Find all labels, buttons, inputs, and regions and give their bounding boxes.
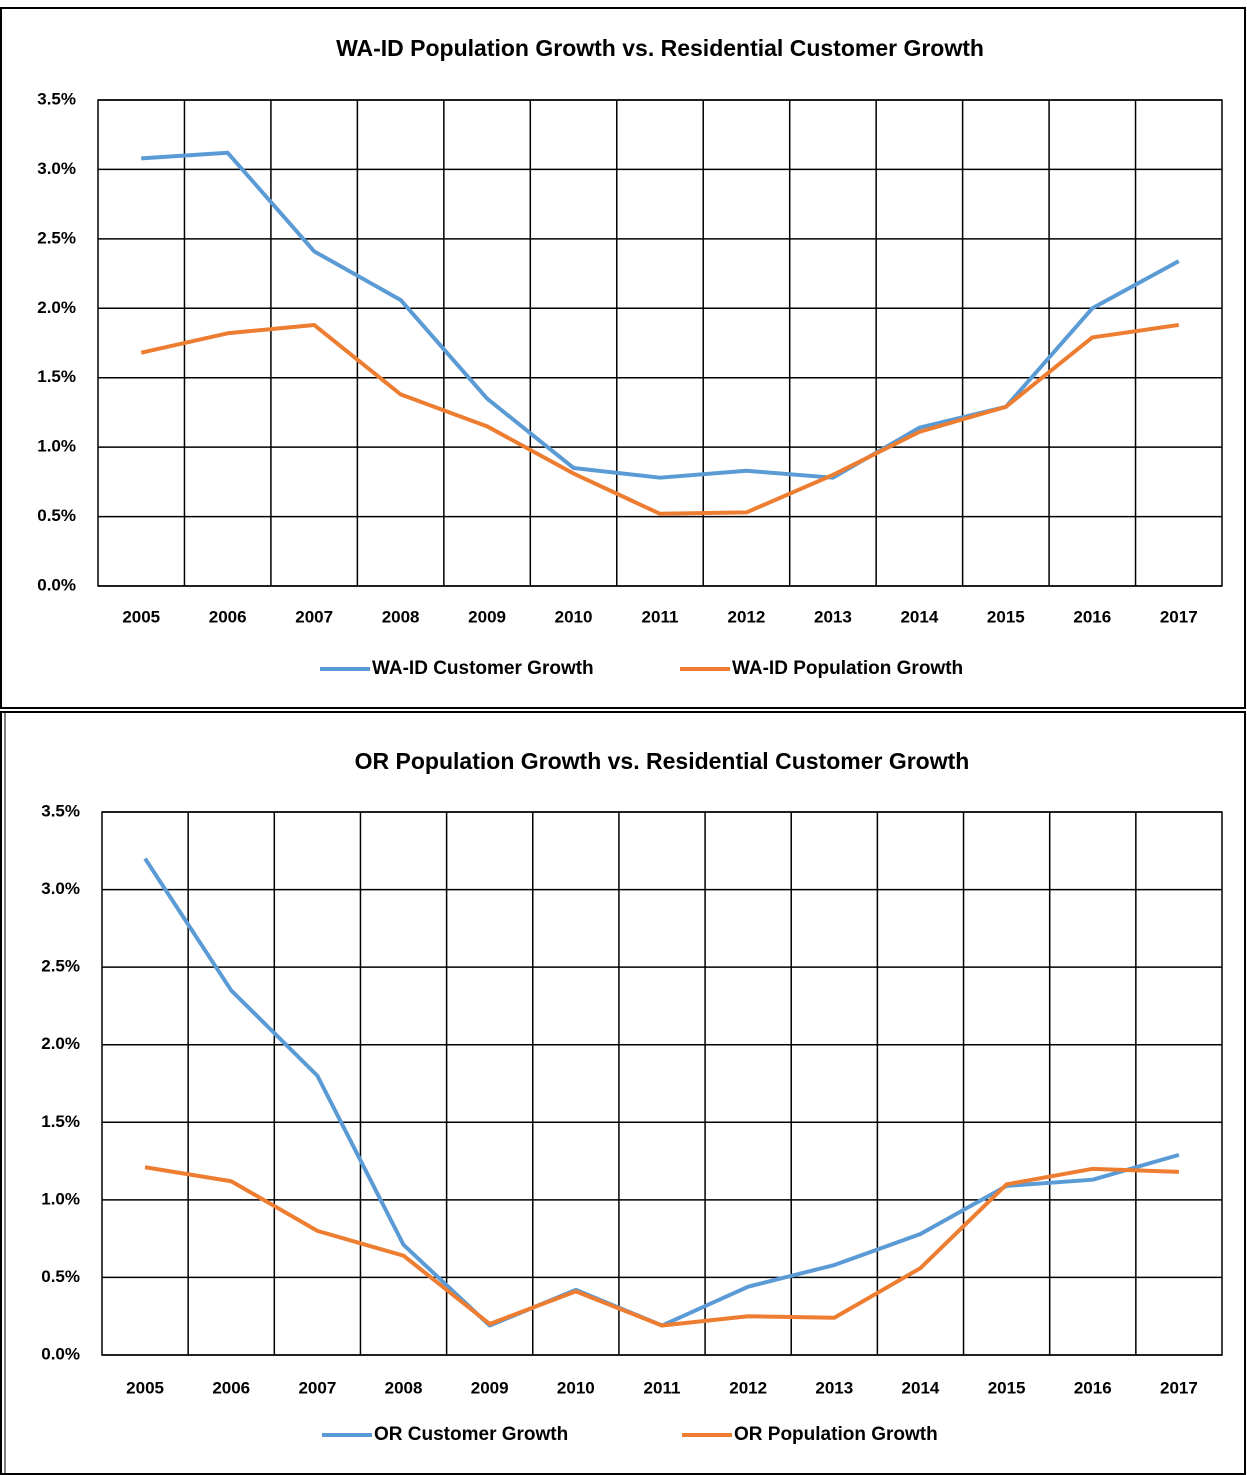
y-tick-label: 0.0%: [37, 575, 76, 594]
y-tick-label: 0.5%: [37, 506, 76, 525]
x-tick-label: 2010: [555, 607, 593, 626]
x-tick-label: 2007: [298, 1378, 336, 1397]
x-tick-label: 2006: [209, 607, 247, 626]
legend-label: WA-ID Customer Growth: [372, 658, 594, 679]
x-tick-label: 2005: [122, 607, 160, 626]
y-tick-label: 1.0%: [41, 1189, 80, 1208]
x-tick-label: 2015: [988, 1378, 1026, 1397]
plot-frame: [101, 811, 1223, 1356]
y-tick-label: 3.0%: [41, 879, 80, 898]
legend-label: WA-ID Population Growth: [732, 658, 963, 679]
chart-title: OR Population Growth vs. Residential Cus…: [355, 748, 970, 774]
x-tick-label: 2014: [900, 607, 938, 626]
y-tick-label: 2.5%: [41, 957, 80, 976]
y-tick-label: 0.5%: [41, 1267, 80, 1286]
x-tick-label: 2012: [729, 1378, 767, 1397]
x-tick-label: 2016: [1074, 1378, 1112, 1397]
y-tick-label: 2.0%: [41, 1034, 80, 1053]
series-line: [143, 857, 1180, 1328]
legend-label: OR Population Growth: [734, 1424, 938, 1445]
x-tick-label: 2009: [468, 607, 506, 626]
x-tick-label: 2011: [644, 1378, 681, 1397]
x-tick-label: 2015: [987, 607, 1025, 626]
x-tick-label: 2008: [382, 607, 420, 626]
x-tick-label: 2012: [728, 607, 766, 626]
chart-title: WA-ID Population Growth vs. Residential …: [336, 35, 984, 61]
x-tick-label: 2013: [815, 1378, 853, 1397]
series-line: [144, 1165, 1179, 1328]
x-tick-label: 2010: [557, 1378, 595, 1397]
x-tick-label: 2006: [212, 1378, 250, 1397]
x-tick-label: 2008: [385, 1378, 423, 1397]
chart-frame: [0, 711, 1246, 1475]
legend-label: OR Customer Growth: [374, 1424, 568, 1445]
x-tick-label: 2007: [295, 607, 333, 626]
x-tick-label: 2011: [642, 607, 679, 626]
y-tick-label: 3.5%: [41, 801, 80, 820]
x-tick-label: 2017: [1160, 1378, 1198, 1397]
y-tick-label: 2.5%: [37, 228, 76, 247]
x-tick-label: 2013: [814, 607, 852, 626]
series-line: [140, 322, 1180, 516]
y-tick-label: 1.0%: [37, 437, 76, 456]
plot-frame: [97, 99, 1223, 587]
y-tick-label: 0.0%: [41, 1344, 80, 1363]
chart-frame: [0, 7, 1246, 709]
series-line: [141, 150, 1180, 480]
x-tick-label: 2005: [126, 1378, 164, 1397]
y-tick-label: 2.0%: [37, 298, 76, 317]
x-tick-label: 2014: [902, 1378, 940, 1397]
y-tick-label: 1.5%: [41, 1112, 80, 1131]
x-tick-label: 2009: [471, 1378, 509, 1397]
y-tick-label: 3.5%: [37, 89, 76, 108]
y-tick-label: 3.0%: [37, 159, 76, 178]
x-tick-label: 2017: [1160, 607, 1198, 626]
x-tick-label: 2016: [1073, 607, 1111, 626]
y-tick-label: 1.5%: [37, 367, 76, 386]
